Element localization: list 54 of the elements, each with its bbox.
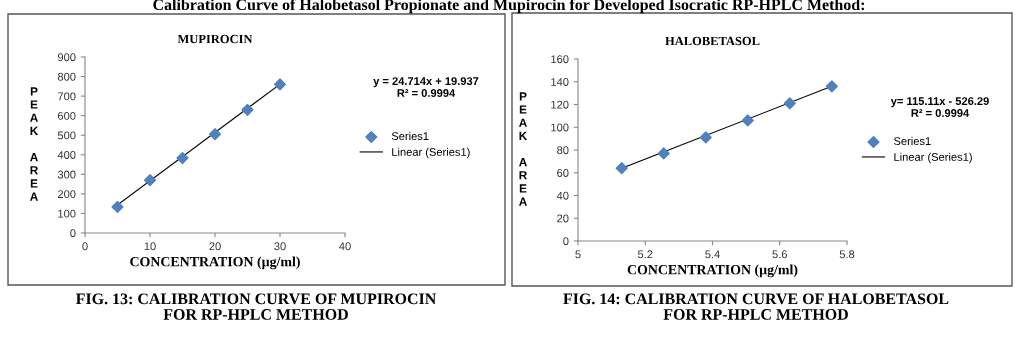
- x-tick-label: 0: [82, 242, 88, 251]
- x-tick-label: 30: [274, 242, 286, 251]
- caption: FIG. 14: CALIBRATION CURVE OF HALOBETASOL FOR RP-HPLC METHOD: [563, 293, 949, 320]
- y-tick-label: 100: [551, 123, 569, 132]
- legend-label: Linear (Series1): [894, 152, 972, 164]
- x-tick-label: 5.8: [839, 250, 855, 259]
- point: [241, 103, 254, 116]
- legend-label: Linear (Series1): [392, 147, 470, 159]
- point: [783, 97, 796, 110]
- y-tick-label: 200: [57, 190, 76, 199]
- x-axis-title: CONCENTRATION (µg/ml): [627, 264, 798, 278]
- point: [208, 128, 222, 141]
- x-tick-label: 5.6: [772, 250, 787, 259]
- y-tick-label: 160: [551, 55, 569, 64]
- chart-title: HALOBETASOL: [665, 36, 760, 46]
- point: [176, 152, 189, 165]
- x-tick-label: 10: [144, 242, 156, 251]
- point: [615, 162, 628, 175]
- text: y= 115.11x - 526.29 R² = 0.9994: [890, 97, 989, 117]
- point: [143, 174, 157, 187]
- caption: FIG. 13: CALIBRATION CURVE OF MUPIROCIN FOR RP-HPLC METHOD: [75, 293, 437, 320]
- y-tick-label: 300: [57, 170, 76, 179]
- y-tick-label: 800: [57, 72, 76, 81]
- point: [699, 131, 712, 144]
- point: [741, 114, 754, 127]
- y-tick-label: 120: [551, 100, 569, 109]
- chart-title: MUPIROCIN: [177, 34, 253, 44]
- y-tick-label: 500: [57, 131, 76, 140]
- x-tick-label: 5.4: [705, 250, 720, 259]
- point: [657, 147, 670, 160]
- y-tick-label: 400: [57, 151, 76, 159]
- y-tick-label: 0: [70, 229, 76, 238]
- x-tick-label: 5.2: [637, 250, 653, 259]
- x-tick-label: 20: [209, 242, 221, 251]
- text: PEAK AREA: [519, 92, 528, 206]
- legend-label: Series1: [391, 131, 429, 141]
- y-tick-label: 600: [58, 111, 76, 120]
- point: [825, 80, 838, 93]
- y-tick-label: 140: [551, 78, 569, 86]
- x-axis-title: CONCENTRATION (µg/ml): [130, 256, 300, 270]
- x-tick-label: 40: [339, 242, 351, 251]
- point: [273, 78, 287, 91]
- point: [111, 200, 124, 214]
- y-tick-label: 900: [57, 53, 76, 62]
- text: y = 24.714x + 19.937 R² = 0.9994: [373, 77, 479, 97]
- y-tick-label: 40: [556, 191, 569, 200]
- legend-label: Series1: [894, 136, 931, 146]
- y-tick-label: 60: [557, 169, 569, 177]
- text: PEAK AREA: [30, 87, 39, 201]
- y-tick-label: 80: [557, 146, 569, 155]
- y-tick-label: 100: [58, 209, 76, 218]
- x-tick-label: 5: [575, 250, 581, 259]
- y-tick-label: 700: [58, 92, 76, 101]
- y-tick-label: 20: [557, 214, 569, 223]
